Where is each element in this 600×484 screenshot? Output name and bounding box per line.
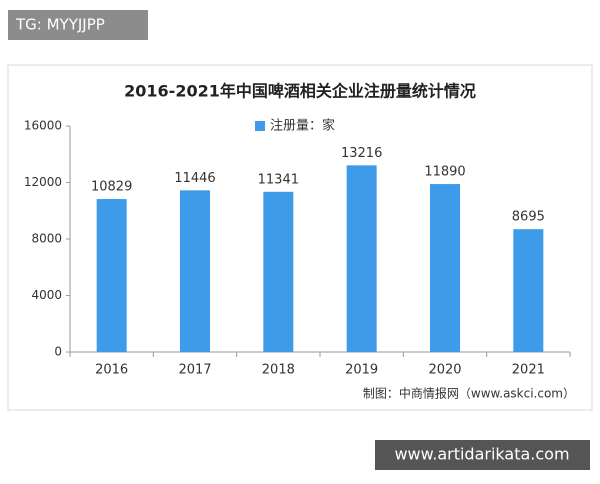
watermark-text: www.artidarikata.com — [394, 445, 569, 464]
bar — [263, 191, 294, 352]
watermark-box — [375, 440, 590, 470]
watermark-text: TG: MYYJJPP — [15, 16, 105, 34]
y-tick-label: 12000 — [24, 175, 62, 189]
x-tick-label: 2018 — [262, 363, 295, 378]
data-label: 8695 — [512, 210, 545, 225]
y-tick-label: 0 — [54, 345, 62, 359]
x-tick-label: 2019 — [345, 363, 378, 378]
y-tick-label: 16000 — [24, 119, 62, 133]
x-tick-label: 2017 — [178, 363, 211, 378]
x-tick-label: 2020 — [428, 363, 461, 378]
source-note: 制图：中商情报网（www.askci.com） — [363, 386, 575, 401]
bar — [96, 199, 127, 352]
legend-label: 注册量：家 — [270, 118, 335, 134]
data-label: 11890 — [424, 165, 465, 180]
y-tick-label: 8000 — [31, 232, 62, 246]
bar — [430, 184, 460, 352]
data-label: 13216 — [341, 146, 382, 161]
bar — [180, 190, 210, 352]
data-label: 11446 — [174, 171, 215, 186]
x-tick-label: 2021 — [512, 363, 545, 378]
legend-swatch — [255, 121, 265, 131]
y-tick-label: 4000 — [31, 288, 62, 302]
chart-title: 2016-2021年中国啤酒相关企业注册量统计情况 — [124, 82, 476, 101]
bar — [346, 165, 377, 352]
data-label: 10829 — [91, 180, 132, 195]
bar — [513, 229, 544, 352]
watermark-box — [8, 10, 148, 40]
data-label: 11341 — [258, 172, 299, 187]
x-tick-label: 2016 — [95, 363, 128, 378]
chart-frame — [7, 64, 593, 411]
